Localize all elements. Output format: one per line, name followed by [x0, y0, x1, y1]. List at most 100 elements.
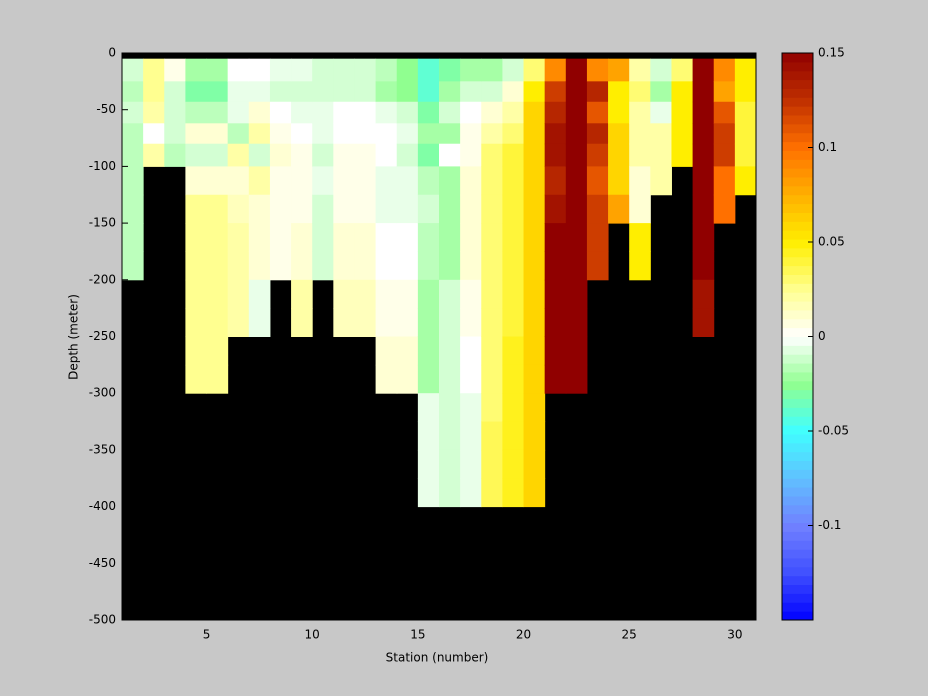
heat-cell: [692, 166, 715, 196]
heat-cell: [439, 81, 461, 103]
heat-cell: [692, 58, 715, 82]
heat-cell: [439, 166, 461, 196]
heat-cell: [185, 223, 208, 252]
colorbar-swatch: [782, 389, 813, 400]
heat-cell: [481, 194, 503, 224]
colorbar-swatch: [782, 478, 813, 488]
colorbar-swatch: [782, 177, 813, 187]
heat-cell: [375, 58, 398, 82]
colorbar-swatch: [782, 460, 813, 470]
heat-cell: [269, 143, 292, 167]
heat-cell: [417, 223, 440, 252]
heat-cell: [312, 166, 334, 196]
heat-cell: [523, 478, 546, 508]
heat-cell: [460, 336, 482, 366]
heat-cell: [122, 81, 144, 103]
heat-cell: [460, 251, 482, 281]
colorbar-swatch: [782, 469, 813, 479]
colorbar-swatch: [782, 487, 813, 497]
heat-cell: [608, 81, 630, 103]
heat-cell: [734, 58, 757, 82]
heat-cell: [608, 123, 630, 145]
heat-cell: [523, 449, 546, 479]
heat-cell: [523, 143, 546, 167]
heat-cell: [481, 101, 503, 124]
heat-cell: [312, 123, 334, 145]
heat-cell: [164, 143, 186, 167]
heat-cell: [439, 194, 461, 224]
heat-cell: [692, 194, 715, 224]
heat-cell: [481, 364, 503, 394]
heat-cell: [439, 308, 461, 337]
heat-cell: [333, 166, 355, 196]
heat-cell: [248, 123, 271, 145]
heat-cell: [629, 194, 651, 224]
heat-cell: [122, 143, 144, 167]
heat-cell: [354, 223, 377, 252]
heat-cell: [122, 194, 144, 224]
heat-cell: [417, 81, 440, 103]
heat-cell: [396, 81, 419, 103]
colorbar-swatch: [782, 371, 813, 382]
colorbar-tick-label: 0: [818, 329, 826, 343]
heat-cell: [248, 101, 271, 124]
heat-cell: [544, 364, 567, 394]
heat-cell: [143, 123, 165, 145]
heat-cell: [502, 364, 525, 394]
colorbar-tick-label: 0.15: [818, 46, 845, 60]
heat-cell: [185, 58, 208, 82]
heat-cell: [439, 364, 461, 394]
colorbar-swatch: [782, 327, 813, 337]
heat-cell: [544, 308, 567, 337]
heat-cell: [502, 58, 525, 82]
heat-cell: [460, 123, 482, 145]
heat-cell: [354, 101, 377, 124]
colorbar-swatch: [782, 531, 813, 541]
heat-cell: [692, 251, 715, 281]
heat-cell: [544, 81, 567, 103]
heat-cell: [460, 166, 482, 196]
heat-cell: [460, 143, 482, 167]
heat-cell: [396, 279, 419, 309]
heat-cell: [185, 308, 208, 337]
colorbar-swatch: [782, 336, 813, 346]
heat-cell: [692, 279, 715, 309]
heat-cell: [312, 81, 334, 103]
heat-cell: [227, 58, 250, 82]
heat-cell: [333, 58, 355, 82]
heat-cell: [333, 123, 355, 145]
heat-cell: [206, 81, 229, 103]
heat-cell: [481, 478, 503, 508]
colorbar-swatch: [782, 407, 813, 417]
heat-cell: [713, 194, 736, 224]
colorbar-swatch: [782, 566, 813, 577]
heat-cell: [375, 194, 398, 224]
heat-cell: [650, 123, 672, 145]
heat-cell: [312, 194, 334, 224]
heat-cell: [122, 223, 144, 252]
colorbar-swatch: [782, 549, 813, 559]
heat-cell: [565, 308, 588, 337]
heat-cell: [523, 123, 546, 145]
colorbar-swatch: [782, 301, 813, 311]
heat-cell: [586, 58, 609, 82]
heat-cell: [248, 308, 271, 337]
heat-cell: [354, 308, 377, 337]
heat-cell: [523, 308, 546, 337]
heat-cell: [227, 223, 250, 252]
heat-cell: [586, 143, 609, 167]
heat-cell: [650, 143, 672, 167]
heat-cell: [523, 101, 546, 124]
heat-cell: [460, 308, 482, 337]
colorbar-swatch: [782, 194, 813, 205]
heat-cell: [206, 336, 229, 366]
heat-cell: [565, 223, 588, 252]
heat-cell: [608, 194, 630, 224]
x-tick-label: 15: [410, 628, 425, 642]
x-tick-label: 5: [203, 628, 211, 642]
heat-cell: [248, 58, 271, 82]
heat-cell: [629, 123, 651, 145]
heat-cell: [713, 101, 736, 124]
colorbar-swatch: [782, 292, 813, 302]
heat-cell: [291, 81, 313, 103]
